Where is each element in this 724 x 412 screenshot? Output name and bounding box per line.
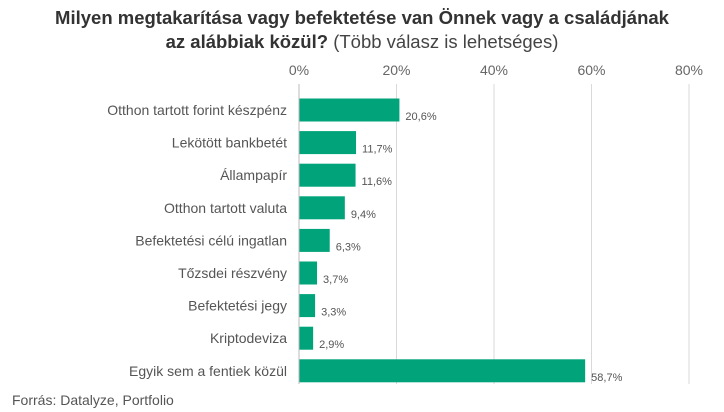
x-tick-label: 60%: [577, 62, 605, 78]
chart-title-note: (Több válasz is lehetséges): [333, 31, 559, 52]
bar: [299, 131, 357, 155]
bar: [299, 196, 345, 220]
x-tick-label: 80%: [675, 62, 703, 78]
data-label: 11,7%: [362, 144, 393, 156]
source-note: Forrás: Datalyze, Portfolio: [12, 392, 174, 408]
data-label: 11,6%: [362, 176, 393, 188]
data-label: 3,7%: [323, 274, 348, 286]
chart-title-line2: az alábbiak közül? (Több válasz is lehet…: [0, 30, 724, 54]
category-label: Otthon tartott forint készpénz: [107, 102, 287, 118]
data-label: 6,3%: [336, 241, 361, 253]
category-label: Lekötött bankbetét: [172, 135, 287, 151]
data-label: 58,7%: [591, 372, 622, 384]
bar: [299, 261, 318, 285]
bar: [299, 228, 330, 252]
chart-title: Milyen megtakarítása vagy befektetése va…: [0, 6, 724, 54]
data-label: 9,4%: [351, 209, 376, 221]
x-tick-label: 40%: [480, 62, 508, 78]
data-label: 20,6%: [405, 111, 436, 123]
category-label: Kriptodeviza: [210, 330, 287, 346]
chart-title-question: az alábbiak közül?: [165, 31, 329, 52]
data-label: 2,9%: [319, 339, 344, 351]
bar: [299, 294, 316, 318]
category-label: Tőzsdei részvény: [178, 265, 287, 281]
category-label: Állampapír: [220, 167, 287, 183]
x-tick-label: 20%: [382, 62, 410, 78]
bar: [299, 359, 586, 383]
category-label: Otthon tartott valuta: [164, 200, 287, 216]
data-label: 3,3%: [321, 307, 346, 319]
category-label: Befektetési célú ingatlan: [135, 232, 287, 248]
bar: [299, 98, 400, 122]
bar: [299, 326, 314, 350]
bar: [299, 163, 356, 187]
category-label: Befektetési jegy: [188, 298, 287, 314]
chart-title-line1: Milyen megtakarítása vagy befektetése va…: [55, 7, 669, 28]
x-tick-label: 0%: [289, 62, 309, 78]
category-label: Egyik sem a fentiek közül: [129, 363, 287, 379]
